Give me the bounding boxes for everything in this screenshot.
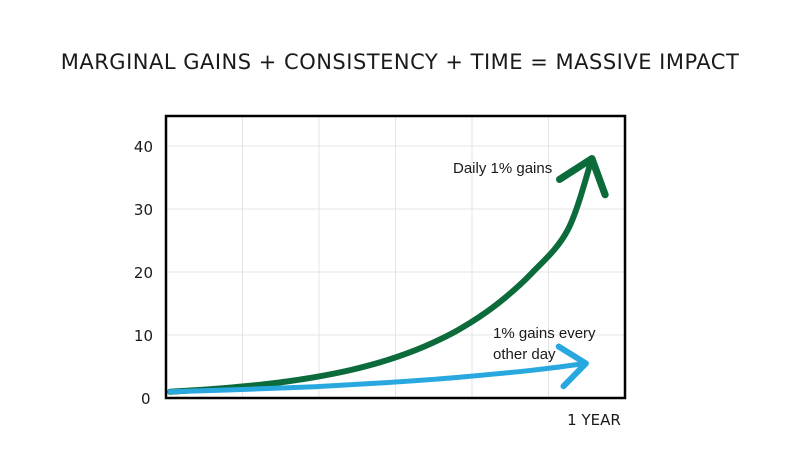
y-tick-label: 10 [134, 327, 153, 345]
y-tick-label: 20 [134, 264, 153, 282]
y-tick-label: 40 [134, 138, 153, 156]
y-axis-ticks: 0 10 20 30 40 [134, 138, 153, 408]
series-line-daily [167, 155, 609, 395]
series-layer [167, 155, 609, 395]
y-tick-label: 0 [141, 390, 151, 408]
plot-frame [164, 114, 627, 400]
series-label-every-other-day: 1% gains every other day [493, 325, 600, 363]
series-label-every-other-day-line-1: 1% gains every [493, 325, 596, 342]
y-tick-label: 30 [134, 201, 153, 219]
x-axis-label: 1 YEAR [567, 411, 621, 429]
chart-title: MARGINAL GAINS + CONSISTENCY + TIME = MA… [61, 50, 740, 74]
series-label-daily: Daily 1% gains [453, 160, 552, 177]
series-line-every-other-day [167, 343, 589, 395]
series-label-every-other-day-line-2: other day [493, 346, 556, 363]
